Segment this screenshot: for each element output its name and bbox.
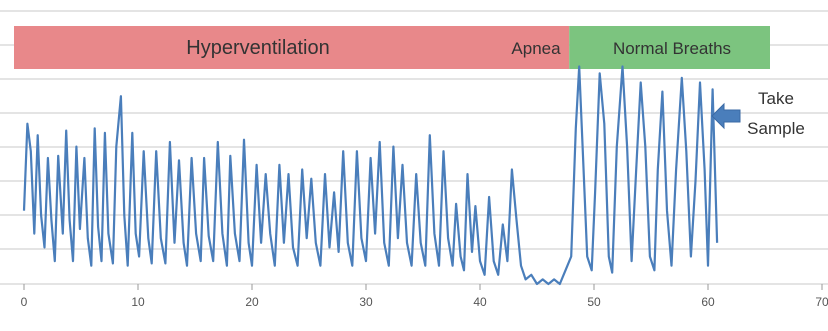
x-tick-label: 0 — [21, 295, 28, 309]
annotation-line-1: Take — [758, 89, 794, 108]
x-tick-label: 20 — [245, 295, 259, 309]
arrow-left-icon — [711, 102, 741, 130]
band-label: Hyperventilation — [186, 37, 329, 59]
x-tick-label: 40 — [473, 295, 487, 309]
take-sample-annotation: Take Sample — [711, 89, 805, 138]
breathing-signal-line — [22, 65, 719, 286]
series-layer — [22, 65, 719, 286]
phase-bands: Hyperventilation Apnea Normal Breaths — [14, 26, 770, 69]
x-tick-label: 50 — [587, 295, 601, 309]
hyperventilation-band — [14, 26, 570, 69]
band-label: Normal Breaths — [613, 39, 731, 58]
x-tick-label: 10 — [131, 295, 145, 309]
normal-breaths-band — [569, 26, 770, 69]
x-axis: 0 10 20 30 40 50 60 70 — [21, 284, 828, 309]
x-tick-label: 70 — [815, 295, 828, 309]
x-tick-label: 30 — [359, 295, 373, 309]
band-label: Apnea — [511, 39, 561, 58]
x-tick-label: 60 — [701, 295, 715, 309]
annotation-line-2: Sample — [747, 119, 805, 138]
